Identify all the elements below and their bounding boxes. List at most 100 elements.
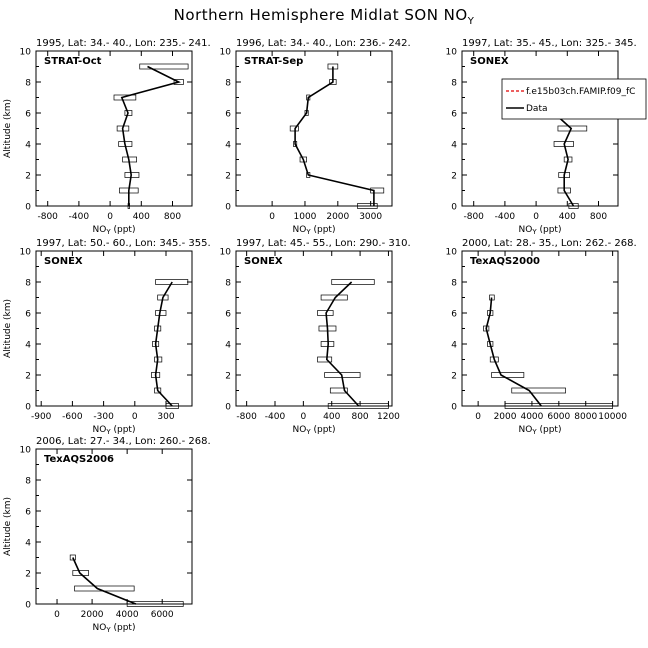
- y-tick-label: 4: [25, 341, 31, 351]
- panel-4-header: 1997, Lat: 50.- 60., Lon: 345.- 355.: [36, 238, 211, 249]
- x-tick-label: 0: [533, 212, 539, 222]
- x-tick-label: -600: [62, 412, 83, 422]
- range-box: [317, 310, 334, 316]
- y-tick-label: 6: [451, 110, 457, 120]
- y-tick-label: 2: [225, 372, 231, 382]
- range-box: [155, 279, 189, 285]
- y-tick-label: 2: [451, 372, 457, 382]
- range-box: [289, 125, 299, 132]
- x-axis-label: NOY (ppt): [519, 425, 562, 436]
- x-tick-label: -300: [93, 412, 114, 422]
- y-tick-label: 8: [225, 79, 231, 89]
- y-tick-label: 6: [25, 310, 31, 320]
- range-box: [124, 172, 140, 178]
- y-tick-label: 4: [225, 341, 231, 351]
- x-tick-label: 1200: [377, 412, 400, 422]
- y-tick-label: 2: [25, 570, 31, 580]
- x-tick-label: -400: [495, 212, 516, 222]
- panel-2: 0 2 4 6 8 10 0 1000 2000 3000 NOY (ppt) STRAT-Sep: [220, 48, 393, 236]
- panel-1: 0 2 4 6 8 10 -800 -400 0 400 800 NOY (ppt) Altitude …: [3, 48, 193, 236]
- y-axis-label: Altitude (km): [3, 299, 13, 358]
- x-tick-label: 10000: [598, 412, 627, 422]
- data-profile-line: [294, 66, 375, 206]
- x-axis-label: NOY (ppt): [293, 225, 336, 236]
- x-axis-label: NOY (ppt): [93, 425, 136, 436]
- plot-frame: [235, 50, 393, 207]
- x-tick-label: 0: [107, 212, 113, 222]
- y-tick-label: 4: [25, 141, 31, 151]
- y-tick-label: 6: [225, 310, 231, 320]
- panel-2-header: 1996, Lat: 34.- 40., Lon: 236.- 242.: [236, 38, 411, 49]
- x-tick-label: 2000: [494, 412, 517, 422]
- range-box: [491, 372, 525, 378]
- y-tick-label: 10: [20, 48, 32, 58]
- campaign-label: SONEX: [244, 256, 283, 267]
- x-tick-label: 800: [590, 212, 607, 222]
- plot-frame: [35, 250, 193, 407]
- y-tick-label: 8: [451, 79, 457, 89]
- y-tick-label: 0: [451, 403, 457, 413]
- x-tick-label: 6000: [151, 610, 174, 620]
- y-tick-label: 6: [451, 310, 457, 320]
- range-box: [511, 387, 566, 394]
- x-tick-label: 800: [351, 412, 368, 422]
- y-tick-label: 0: [25, 403, 31, 413]
- y-tick-label: 2: [451, 172, 457, 182]
- x-axis-label: NOY (ppt): [519, 225, 562, 236]
- panel-6: 0 2 4 6 8 10 0 2000 4000 6000 8000 10000 NOY (ppt) Te…: [446, 248, 628, 437]
- legend-data-label: Data: [526, 104, 548, 114]
- range-box: [504, 403, 613, 409]
- x-tick-label: 2000: [81, 610, 104, 620]
- y-tick-label: 4: [225, 141, 231, 151]
- y-tick-label: 6: [25, 110, 31, 120]
- y-tick-label: 0: [225, 403, 231, 413]
- range-box: [553, 141, 574, 147]
- y-tick-label: 10: [220, 48, 232, 58]
- panel-4: 0 2 4 6 8 10 -900 -600 -300 0 300 NOY (ppt) Altitude…: [3, 248, 193, 436]
- campaign-label: SONEX: [470, 56, 509, 67]
- panel-1-header: 1995, Lat: 34.- 40., Lon: 235.- 241.: [36, 38, 211, 49]
- y-tick-label: 2: [25, 172, 31, 182]
- panel-5-header: 1997, Lat: 45.- 55., Lon: 290.- 310.: [236, 238, 411, 249]
- range-box: [69, 554, 76, 561]
- x-tick-label: 0: [54, 610, 60, 620]
- data-profile-line: [325, 281, 360, 407]
- x-tick-label: 400: [559, 212, 576, 222]
- x-tick-label: 0: [132, 412, 138, 422]
- range-box: [357, 203, 378, 209]
- legend-box: [501, 78, 647, 120]
- y-tick-label: 0: [25, 601, 31, 611]
- x-axis-label: NOY (ppt): [93, 623, 136, 634]
- x-tick-label: -800: [463, 212, 484, 222]
- x-tick-label: 1000: [294, 212, 317, 222]
- panel-7-header: 2006, Lat: 27.- 34., Lon: 260.- 268.: [36, 436, 211, 447]
- y-tick-label: 2: [25, 372, 31, 382]
- panel-6-header: 2000, Lat: 28.- 35., Lon: 262.- 268.: [462, 238, 637, 249]
- y-axis-label: Altitude (km): [3, 99, 13, 158]
- range-box: [113, 94, 137, 101]
- campaign-label: STRAT-Oct: [44, 56, 102, 67]
- x-tick-label: -800: [236, 412, 257, 422]
- y-tick-label: 4: [451, 141, 457, 151]
- y-tick-label: 0: [451, 203, 457, 213]
- y-tick-label: 10: [20, 248, 32, 258]
- campaign-label: TexAQS2000: [470, 256, 540, 267]
- panel-7: 0 2 4 6 8 10 0 2000 4000 6000 NOY (ppt) Altitude (k…: [3, 446, 193, 634]
- data-profile-line: [72, 557, 137, 605]
- y-tick-label: 4: [25, 539, 31, 549]
- range-box: [126, 601, 184, 607]
- range-box: [329, 387, 348, 394]
- range-box: [557, 125, 588, 132]
- x-tick-label: -400: [69, 212, 90, 222]
- campaign-label: SONEX: [44, 256, 83, 267]
- y-tick-label: 2: [225, 172, 231, 182]
- plot-frame: [35, 448, 193, 605]
- range-box: [154, 356, 163, 363]
- plot-frame: [35, 50, 193, 207]
- x-tick-label: 400: [323, 412, 340, 422]
- x-tick-label: 400: [133, 212, 150, 222]
- x-tick-label: 0: [300, 412, 306, 422]
- x-tick-label: 2000: [326, 212, 349, 222]
- x-tick-label: 8000: [574, 412, 597, 422]
- data-profile-line: [154, 281, 173, 407]
